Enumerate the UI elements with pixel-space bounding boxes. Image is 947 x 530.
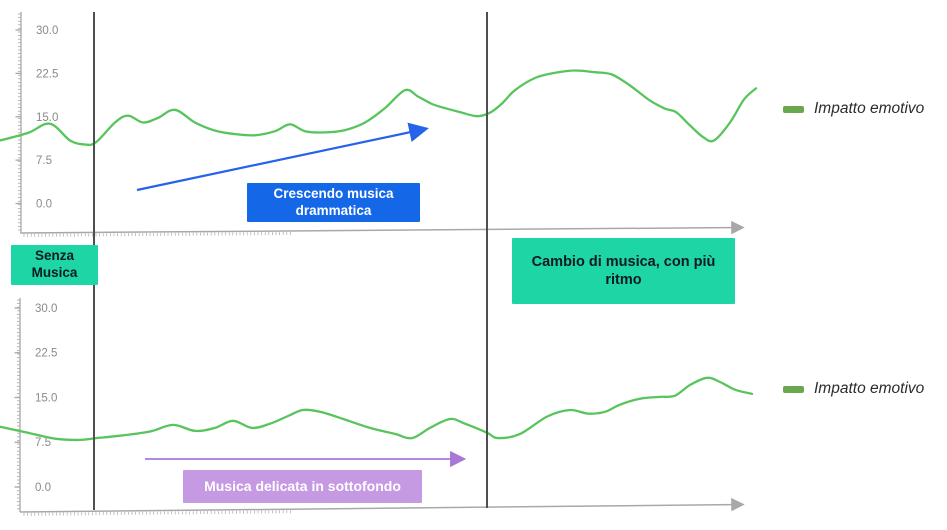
emotional-impact-curve-top bbox=[0, 69, 758, 147]
crescendo-trend-arrow bbox=[136, 122, 429, 192]
annotation-musica-delicata: Musica delicata in sottofondo bbox=[183, 470, 422, 503]
y-tick-label: 30.0 bbox=[35, 303, 57, 315]
emotional-impact-curve-bottom bbox=[0, 376, 754, 442]
y-tick-label: 7.5 bbox=[35, 437, 51, 449]
y-tick-label: 0.0 bbox=[35, 482, 51, 494]
annotation-crescendo-musica: Crescendo musica drammatica bbox=[247, 183, 420, 222]
section-label-cambio-musica: Cambio di musica, con più ritmo bbox=[512, 238, 735, 304]
x-axis-top bbox=[19, 220, 745, 235]
y-tick-label: 30.0 bbox=[36, 25, 58, 37]
legend-label: Impatto emotivo bbox=[814, 100, 925, 117]
legend-label: Impatto emotivo bbox=[814, 380, 925, 397]
legend-top: Impatto emotivo bbox=[783, 100, 924, 118]
y-tick-label: 15.0 bbox=[35, 392, 57, 404]
legend-swatch-icon bbox=[783, 385, 804, 393]
section-label-senza-musica: Senza Musica bbox=[11, 245, 98, 285]
y-tick-label: 22.5 bbox=[36, 68, 58, 80]
chart-bottom: 30.0 22.5 15.0 7.5 0.0 bbox=[0, 298, 754, 516]
y-tick-label: 22.5 bbox=[35, 348, 57, 360]
y-tick-label: 15.0 bbox=[36, 112, 58, 124]
y-tick-label: 0.0 bbox=[36, 199, 52, 211]
legend-swatch-icon bbox=[783, 105, 804, 113]
y-tick-label: 7.5 bbox=[36, 155, 52, 167]
chart-top: 30.0 22.5 15.0 7.5 0.0 bbox=[0, 12, 758, 237]
x-axis-bottom bbox=[19, 497, 745, 513]
legend-bottom: Impatto emotivo bbox=[783, 380, 924, 398]
